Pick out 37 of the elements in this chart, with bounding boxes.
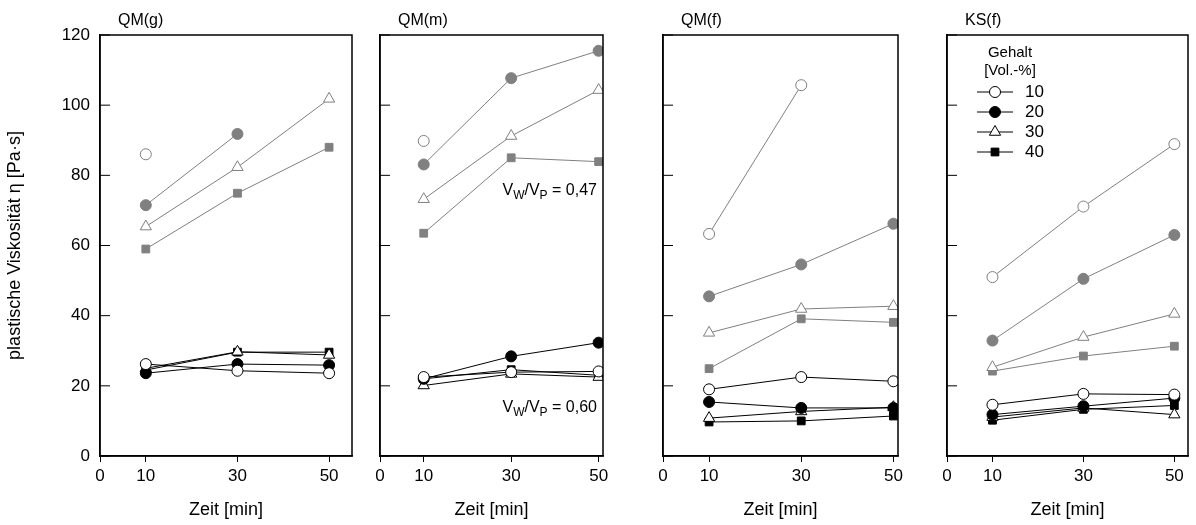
y-tick-label: 0 — [80, 445, 90, 465]
y-tick-label: 80 — [71, 165, 90, 185]
x-tick-label: 30 — [791, 465, 811, 485]
y-axis-title: plastische Viskosität η [Pa·s] — [3, 131, 24, 360]
legend-label: 20 — [1025, 101, 1044, 121]
x-tick-label: 0 — [95, 465, 105, 485]
x-tick-label: 50 — [589, 465, 609, 485]
legend-title: Gehalt [Vol.-%] — [984, 43, 1036, 79]
legend-label: 40 — [1025, 141, 1044, 161]
x-tick-label: 30 — [1073, 465, 1093, 485]
chart-title: QM(g) — [118, 11, 164, 29]
x-tick-label: 0 — [375, 465, 385, 485]
y-tick-label: 60 — [71, 235, 90, 255]
y-tick-label: 120 — [61, 24, 90, 44]
x-tick-label: 30 — [227, 465, 247, 485]
chart-title: KS(f) — [965, 11, 1002, 29]
chart-title: QM(f) — [681, 11, 722, 29]
x-axis-title: Zeit [min] — [1030, 499, 1105, 520]
chart-title: QM(m) — [398, 11, 448, 29]
legend-label: 30 — [1025, 121, 1044, 141]
x-tick-label: 10 — [414, 465, 434, 485]
x-tick-label: 10 — [136, 465, 156, 485]
x-tick-label: 50 — [1164, 465, 1184, 485]
y-tick-label: 40 — [71, 305, 90, 325]
x-tick-label: 0 — [942, 465, 952, 485]
x-tick-label: 50 — [319, 465, 339, 485]
x-tick-label: 10 — [699, 465, 719, 485]
x-tick-label: 0 — [658, 465, 668, 485]
x-tick-label: 10 — [983, 465, 1002, 485]
x-axis-title: Zeit [min] — [743, 499, 818, 520]
x-tick-label: 50 — [883, 465, 903, 485]
legend-label: 10 — [1025, 81, 1044, 101]
x-tick-label: 30 — [501, 465, 521, 485]
y-tick-label: 100 — [61, 94, 90, 114]
y-tick-label: 20 — [71, 375, 90, 395]
x-axis-title: Zeit [min] — [454, 499, 529, 520]
x-axis-title: Zeit [min] — [188, 499, 264, 520]
